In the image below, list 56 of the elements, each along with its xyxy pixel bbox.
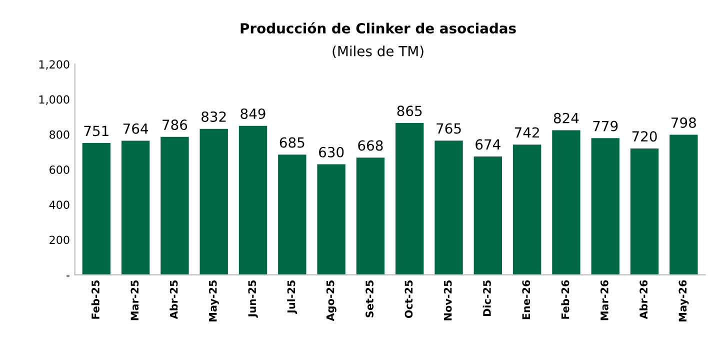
x-tick-label: Jun-25 (248, 280, 258, 318)
bar (670, 134, 698, 275)
bar (82, 143, 111, 275)
data-label: 798 (672, 117, 696, 128)
bar (474, 156, 502, 275)
data-label: 865 (397, 106, 422, 116)
x-tick-label: Ago-25 (326, 280, 336, 322)
y-tick-label: 400 (49, 200, 70, 210)
y-tick-label: 1,000 (39, 95, 70, 105)
data-label: 751 (84, 126, 108, 136)
bar (278, 154, 306, 275)
data-label: 685 (280, 137, 304, 148)
x-tick-label: May-25 (208, 280, 219, 322)
y-tick-label: 800 (50, 130, 70, 139)
data-label: 849 (240, 108, 266, 119)
data-label: 764 (123, 123, 148, 134)
x-tick-label: Mar-26 (600, 280, 608, 320)
bar (396, 123, 424, 275)
x-tick-label: Feb-26 (561, 280, 570, 319)
bar (552, 130, 580, 275)
x-tick-label: Mar-25 (130, 280, 139, 320)
bar (121, 140, 150, 275)
data-label: 630 (319, 146, 344, 158)
bar (238, 126, 268, 275)
bar (160, 136, 189, 275)
data-label: 674 (476, 139, 500, 150)
data-label: 765 (436, 123, 461, 134)
data-label: 779 (593, 120, 618, 132)
bar (317, 164, 346, 275)
bar (512, 144, 542, 275)
chart-subtitle: (Miles de TM) (332, 46, 424, 58)
x-tick-label: Set-25 (366, 280, 374, 318)
data-label: 832 (202, 111, 226, 122)
x-tick-label: Ene-26 (522, 280, 530, 320)
x-tick-label: May-26 (678, 280, 689, 322)
x-tick-label: Jul-25 (287, 280, 298, 314)
x-tick-label: Abr-26 (639, 280, 648, 320)
data-label: 786 (162, 120, 188, 130)
y-tick-label: 600 (50, 166, 70, 174)
x-tick-label: Nov-25 (444, 280, 452, 320)
chart-title: Producción de Clinker de asociadas (240, 22, 516, 34)
data-label: 824 (554, 112, 579, 124)
bar (591, 138, 620, 275)
bar (434, 140, 463, 275)
x-tick-label: Dic-25 (482, 280, 491, 316)
x-tick-label: Feb-25 (91, 280, 100, 319)
y-tick-label: 1,200 (39, 60, 70, 70)
y-tick-label: 200 (50, 236, 70, 244)
x-tick-label: Abr-25 (170, 280, 178, 320)
data-label: 668 (358, 140, 383, 151)
bar (630, 148, 659, 275)
x-tick-label: Oct-25 (404, 280, 413, 318)
bar (200, 128, 228, 275)
data-label: 742 (514, 127, 539, 138)
data-label: 720 (632, 131, 657, 142)
bar (356, 158, 385, 275)
